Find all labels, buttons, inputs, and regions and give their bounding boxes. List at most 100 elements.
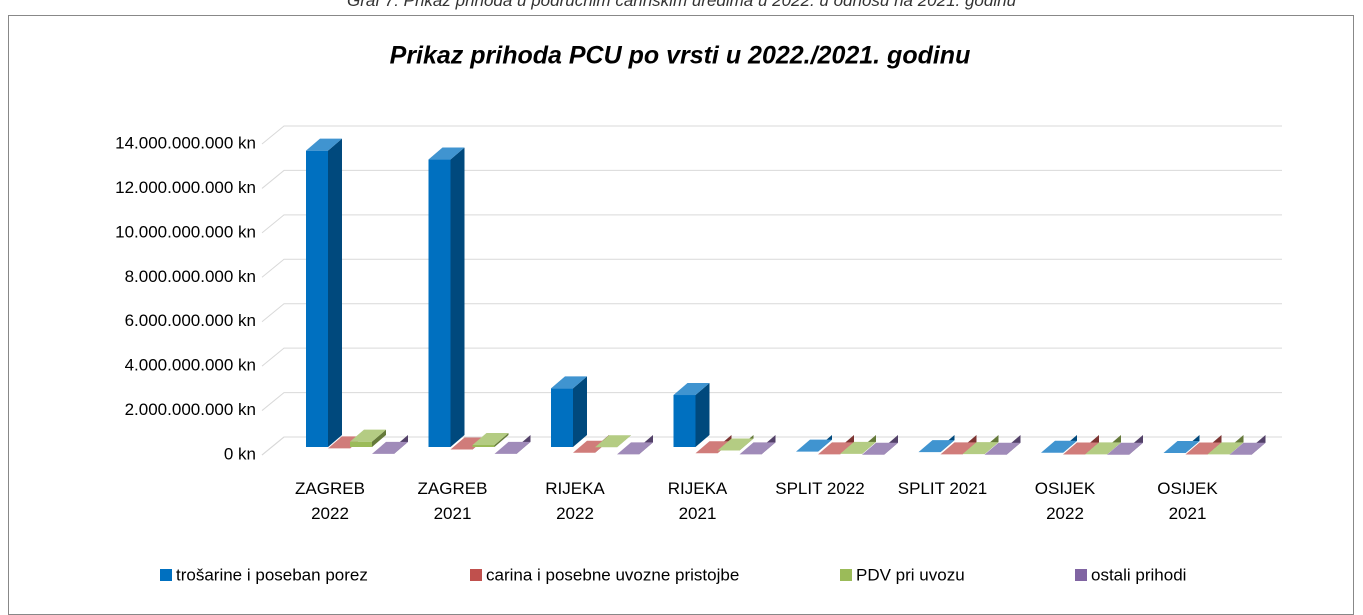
legend-swatch [840, 569, 852, 581]
bar [940, 435, 977, 455]
bar [840, 435, 876, 454]
legend-label: PDV pri uvozu [856, 565, 965, 584]
bar-side [494, 433, 509, 447]
bar-front [551, 388, 573, 447]
bar [984, 435, 1021, 455]
bar-top [862, 442, 898, 455]
bar [962, 435, 999, 455]
bar-top [717, 438, 754, 451]
grid-line [261, 347, 1282, 367]
bar-front [428, 159, 451, 448]
bar-top [472, 433, 509, 446]
bar [1063, 435, 1099, 455]
bar [350, 429, 386, 447]
x-tick-label: ZAGREB 2022 [295, 479, 365, 523]
legend-swatch [160, 569, 172, 581]
bar-top [350, 429, 386, 442]
bar-top [595, 435, 631, 448]
bar-side [450, 147, 465, 448]
x-tick-label: SPLIT 2021 [897, 479, 988, 498]
bar-top [1107, 442, 1143, 455]
bar-top [428, 147, 465, 160]
bar-top [796, 439, 832, 452]
bar-front [673, 395, 696, 447]
bar [551, 376, 587, 447]
bar [1185, 435, 1222, 455]
bar-top [918, 440, 955, 453]
x-tick-label: OSIJEK 2021 [1157, 479, 1218, 523]
bar-top [494, 441, 531, 454]
bar [617, 435, 653, 455]
bar-top [1063, 442, 1099, 455]
grid-line [261, 125, 1282, 145]
bar-top [840, 441, 876, 454]
legend-swatch [470, 569, 482, 581]
bar [1041, 435, 1077, 453]
bar-top [1163, 441, 1200, 454]
bar-top [940, 442, 977, 455]
grid-line [261, 392, 1282, 411]
bar-top [739, 442, 776, 455]
bar [1163, 435, 1200, 454]
grid-line [261, 214, 1282, 234]
bar [428, 147, 465, 448]
bar [862, 435, 898, 455]
bar [1229, 435, 1266, 455]
x-tick-label: SPLIT 2022 [775, 479, 865, 498]
y-tick-label: 6.000.000.000 kn [125, 311, 256, 330]
y-tick-label: 2.000.000.000 kn [125, 400, 256, 419]
y-tick-label: 10.000.000.000 kn [115, 222, 256, 241]
bar-top [1185, 442, 1222, 455]
bar-top [695, 441, 732, 454]
bar-top [617, 442, 653, 455]
legend-swatch [1075, 569, 1087, 581]
y-tick-label: 4.000.000.000 kn [125, 356, 256, 375]
bar-top [673, 383, 710, 396]
bar-top [984, 442, 1021, 455]
y-tick-label: 14.000.000.000 kn [115, 133, 256, 152]
bar-top [551, 376, 587, 389]
bar [673, 383, 710, 447]
bar [796, 435, 832, 452]
grid-line [261, 258, 1282, 278]
bar [595, 435, 631, 448]
bar-front [350, 441, 372, 447]
legend-label: carina i posebne uvozne pristojbe [486, 565, 739, 584]
legend-label: trošarine i poseban porez [176, 565, 368, 584]
bar-front [306, 150, 328, 447]
legend-label: ostali prihodi [1091, 565, 1186, 584]
bar-side [372, 429, 386, 447]
bar-front [472, 445, 495, 447]
bar-top [962, 442, 999, 455]
bar-top [1085, 442, 1121, 455]
bar [1107, 435, 1143, 455]
bar-side [328, 138, 342, 447]
bar [1207, 435, 1244, 455]
chart-title: Prikaz prihoda PCU po vrsti u 2022./2021… [390, 42, 971, 70]
bar-top [1041, 440, 1077, 453]
bar-top [1207, 442, 1244, 455]
grid-line [261, 436, 1282, 456]
bar [494, 435, 531, 454]
bar-top [1229, 442, 1266, 455]
bar [472, 433, 509, 447]
bar-top [818, 442, 854, 455]
bar [717, 435, 754, 451]
bar-top [450, 437, 487, 450]
bar-side [695, 383, 710, 447]
bar-top [306, 138, 342, 151]
grid-line [261, 303, 1282, 323]
x-tick-label: OSIJEK 2022 [1034, 479, 1096, 523]
bar [1085, 435, 1121, 455]
bar [918, 435, 955, 453]
x-tick-label: ZAGREB 2021 [417, 479, 488, 523]
y-tick-label: 12.000.000.000 kn [115, 178, 256, 197]
grid-line [261, 169, 1282, 189]
bar-top [372, 441, 408, 454]
bar-side [573, 376, 587, 447]
y-tick-label: 8.000.000.000 kn [125, 267, 256, 286]
x-tick-label: RIJEKA 2022 [545, 479, 605, 523]
bar [306, 138, 342, 447]
